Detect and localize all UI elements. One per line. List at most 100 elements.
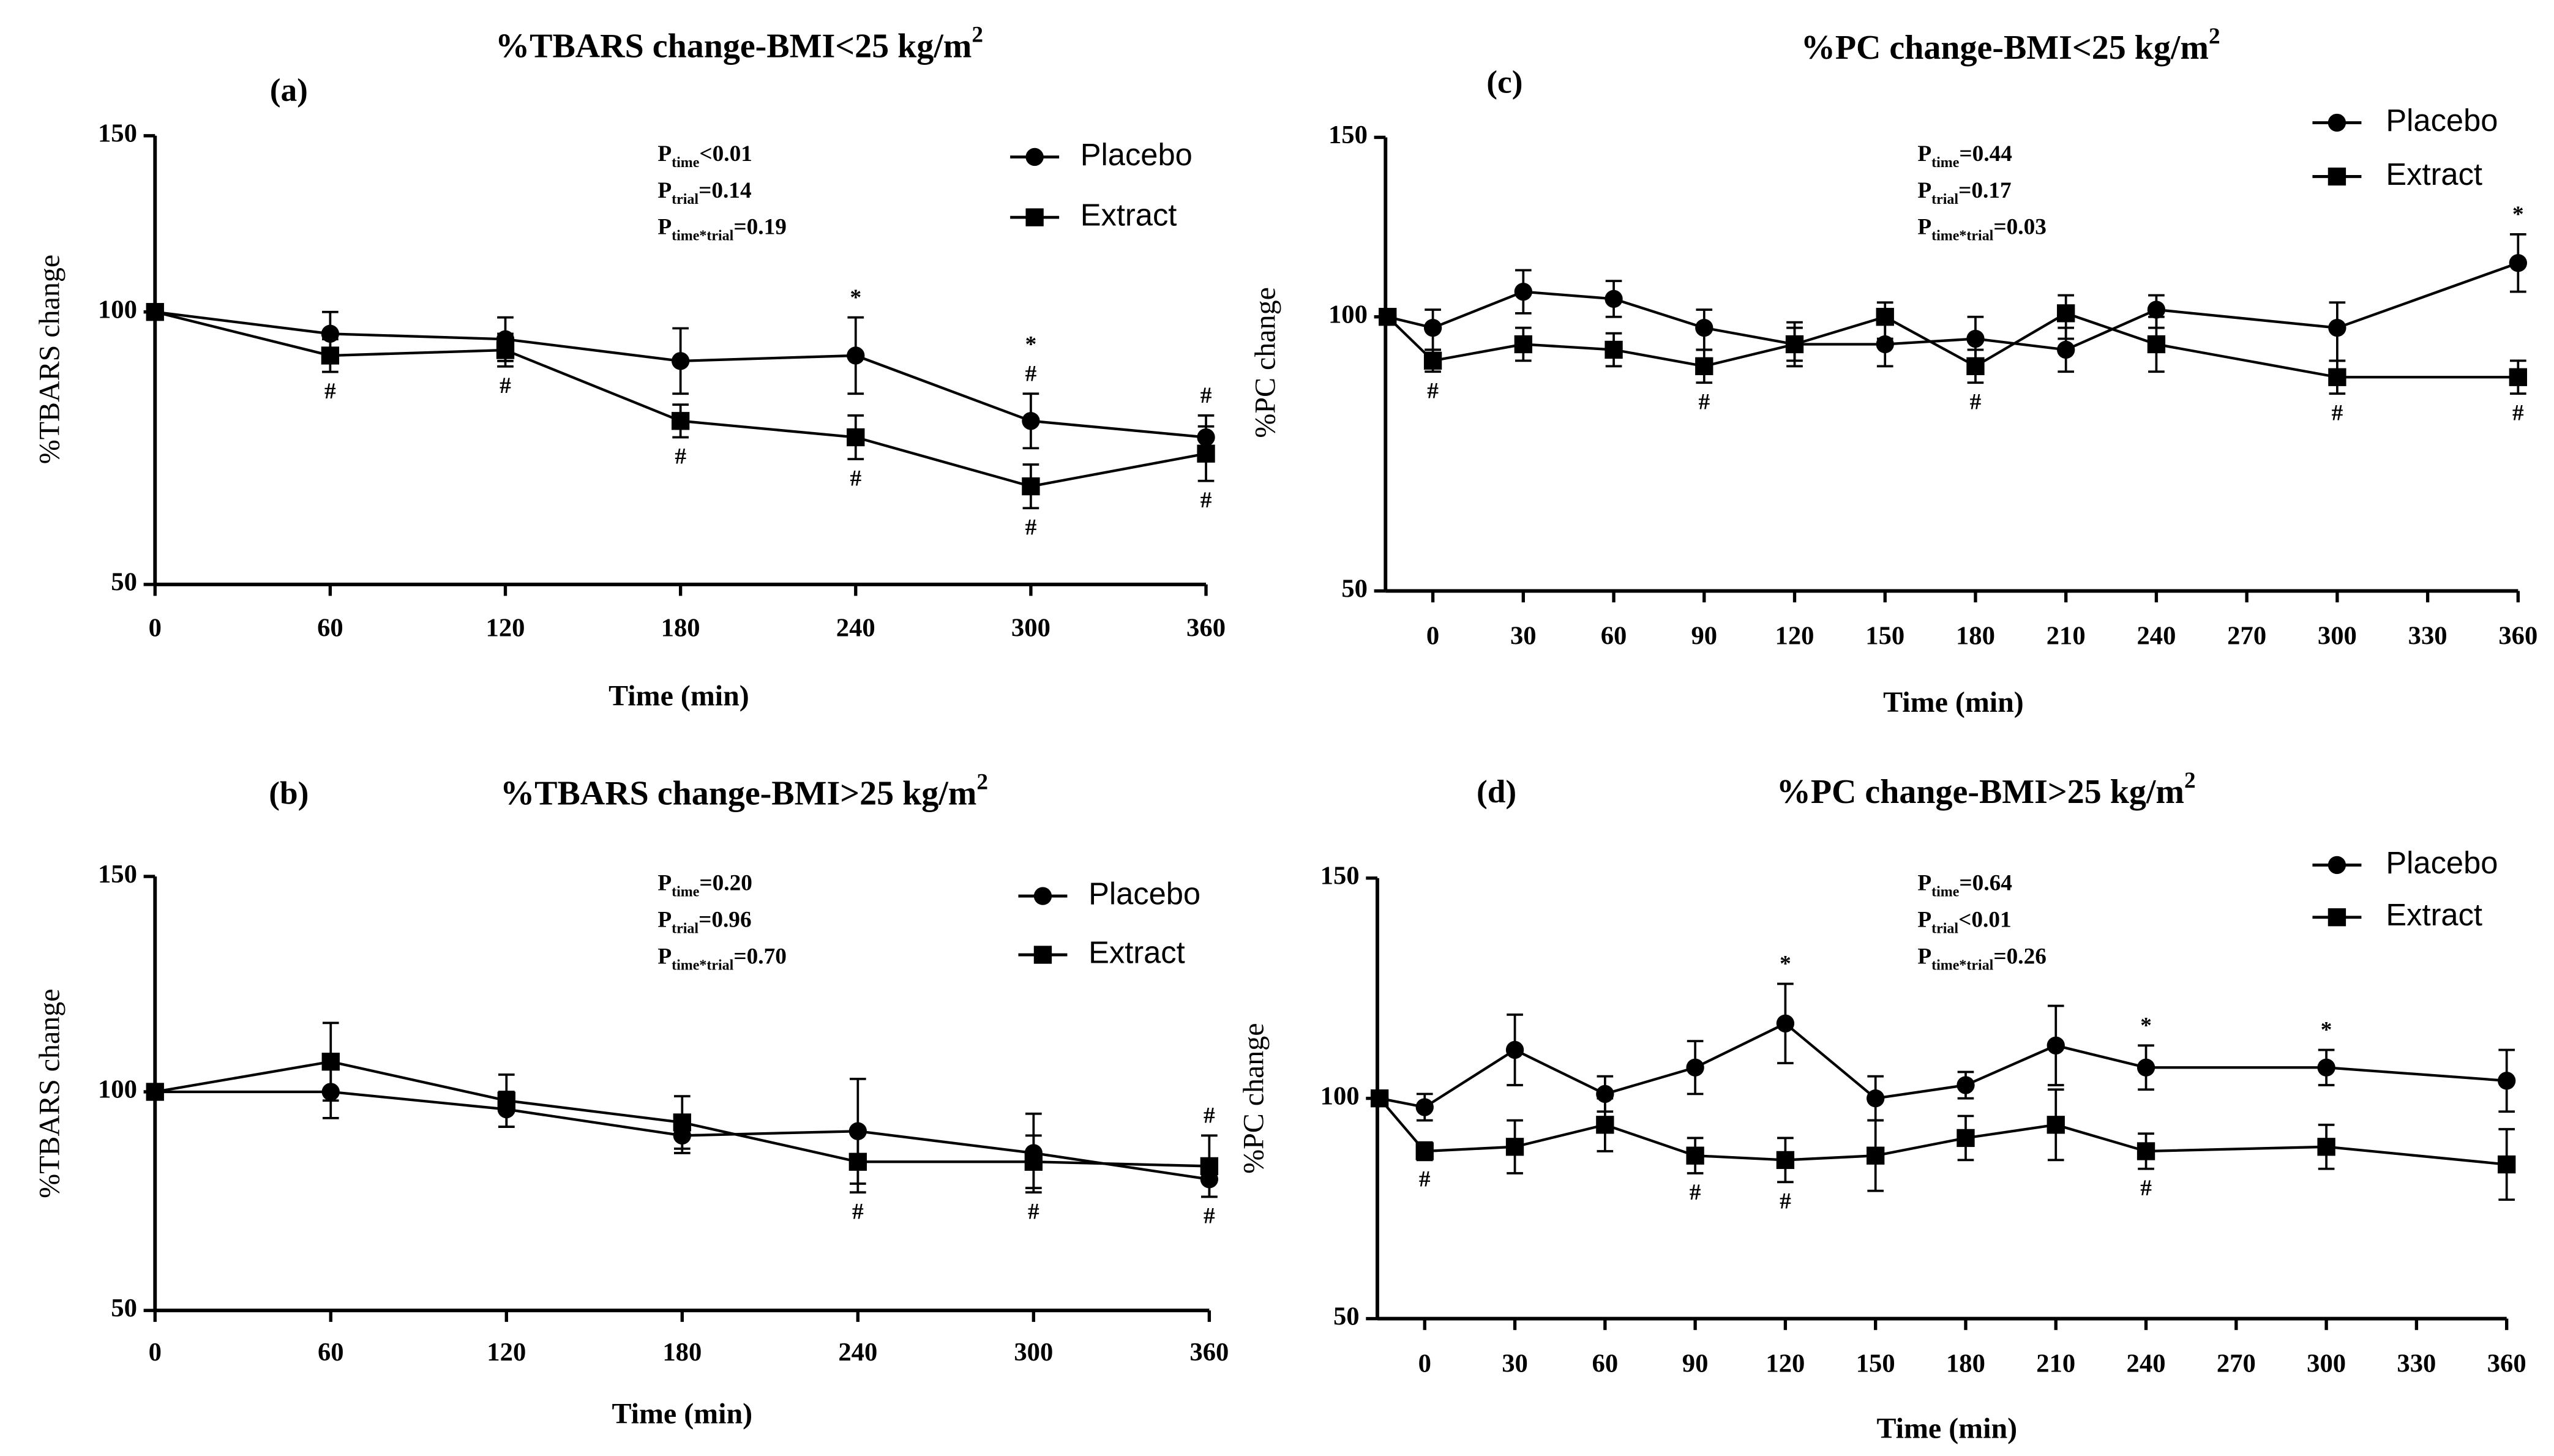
x-axis-label: Time (min) [1883, 686, 2024, 719]
significance-hash: # [1025, 362, 1037, 387]
extract-series [1370, 1088, 2516, 1201]
legend-label: Extract [2386, 897, 2482, 932]
extract-series [146, 1021, 1219, 1198]
x-tick-label: 90 [1691, 622, 1717, 651]
placebo-point [847, 346, 865, 365]
x-tick-label: 360 [2498, 622, 2537, 651]
chart-title-text: %PC change-BMI>25 kg/m [1777, 773, 2184, 811]
x-tick-label: 60 [317, 613, 343, 642]
extract-point [146, 1083, 164, 1101]
chart-title-superscript: 2 [2209, 24, 2220, 49]
stat-subscript: time*trial [1931, 957, 1994, 973]
x-axis-label: Time (min) [612, 1397, 753, 1430]
legend-placebo: Placebo [1010, 137, 1193, 172]
stat-value: <0.01 [1958, 907, 2012, 932]
stat-symbol: P [657, 870, 672, 895]
placebo-point [1514, 282, 1532, 301]
x-tick-label: 120 [486, 613, 525, 642]
x-axis-label: Time (min) [609, 680, 749, 712]
stat-line: Ptime*trial=0.19 [657, 214, 787, 244]
extract-point [1514, 335, 1532, 354]
legend-square-icon [1025, 208, 1044, 226]
extract-point [1370, 1089, 1389, 1108]
placebo-point [1605, 289, 1623, 308]
y-tick-label: 100 [98, 295, 137, 324]
significance-hash: # [1419, 1167, 1431, 1192]
y-tick-label: 50 [111, 568, 137, 597]
extract-point [496, 341, 515, 359]
legend-circle-icon [1033, 887, 1052, 905]
x-tick-label: 270 [2227, 622, 2266, 651]
extract-point [1022, 477, 1040, 496]
extract-point [2057, 304, 2075, 323]
stat-symbol: P [1917, 177, 1931, 203]
stat-value: <0.01 [699, 141, 752, 166]
stat-value: =0.03 [1993, 214, 2047, 239]
stat-subscript: time*trial [672, 957, 734, 973]
stat-value: =0.70 [733, 944, 787, 969]
extract-point [1200, 1157, 1219, 1176]
extract-point [2147, 335, 2166, 354]
extract-point [321, 346, 340, 365]
x-tick-label: 90 [1682, 1350, 1709, 1378]
stat-line: Ptime=0.64 [1917, 870, 2012, 900]
placebo-line [1387, 261, 2519, 351]
x-tick-label: 360 [2487, 1350, 2526, 1378]
extract-series [1379, 294, 2528, 395]
x-tick-label: 240 [2127, 1350, 2166, 1378]
x-tick-label: 270 [2217, 1350, 2256, 1378]
stat-line: Ptrial=0.14 [657, 177, 751, 207]
extract-point [1415, 1142, 1434, 1160]
stat-value: =0.20 [699, 870, 752, 895]
significance-hash: # [1200, 488, 1212, 513]
significance-hash: # [675, 444, 686, 469]
chart-panel-d: %PC change-BMI>25 kg/m2 (d) 50 100 150 0 30 60 9… [1238, 768, 2526, 1445]
extract-point [2047, 1116, 2065, 1134]
placebo-point [1695, 318, 1713, 337]
x-tick-label: 0 [149, 613, 162, 642]
chart-panel-c: %PC change-BMI<25 kg/m2 (c) 50 100 150 0 30 60 9… [1249, 24, 2537, 719]
x-tick-label: 30 [1502, 1350, 1528, 1378]
stat-symbol: P [657, 907, 672, 932]
significance-hash: # [1970, 389, 1982, 414]
stat-symbol: P [657, 141, 672, 166]
y-tick-label: 150 [1328, 121, 1368, 149]
chart-title-text: %PC change-BMI<25 kg/m [1801, 29, 2209, 67]
stat-line: Ptrial<0.01 [1917, 907, 2011, 936]
significance-hash: # [1204, 1204, 1215, 1229]
x-tick-label: 180 [662, 1338, 702, 1367]
y-tick-label: 100 [1320, 1081, 1360, 1110]
stat-subscript: time [672, 884, 700, 900]
legend-label: Extract [1080, 197, 1177, 232]
x-tick-label: 0 [1426, 622, 1439, 651]
placebo-point [1505, 1040, 1524, 1059]
x-tick-label: 180 [1946, 1350, 1985, 1378]
x-tick-label: 60 [318, 1338, 344, 1367]
y-tick-label: 150 [98, 119, 137, 148]
extract-point [1197, 444, 1215, 463]
legend-extract: Extract [2312, 897, 2482, 932]
stat-line: Ptime*trial=0.70 [657, 944, 787, 973]
stat-value: =0.64 [1959, 870, 2012, 895]
stat-value: =0.14 [698, 177, 752, 203]
extract-line [1387, 312, 2518, 379]
extract-point [1966, 357, 1985, 375]
placebo-point [1022, 412, 1040, 430]
x-tick-label: 120 [487, 1338, 526, 1367]
extract-point [2509, 368, 2528, 386]
extract-point [1876, 308, 1894, 326]
stat-subscript: time*trial [1931, 228, 1994, 244]
significance-hash: # [1200, 383, 1212, 408]
extract-point [673, 1113, 691, 1132]
extract-point [2317, 1138, 2335, 1156]
y-tick-label: 50 [1341, 574, 1368, 603]
chart-title-superscript: 2 [2184, 768, 2196, 793]
x-tick-label: 240 [838, 1338, 877, 1367]
extract-point [847, 428, 865, 447]
significance-hash: # [2512, 400, 2524, 425]
x-tick-label: 120 [1766, 1350, 1805, 1378]
placebo-point [1776, 1014, 1795, 1032]
stat-line: Ptrial=0.17 [1917, 177, 2011, 207]
y-axis-label: %PC change [1249, 287, 1281, 438]
extract-point [2498, 1155, 2516, 1174]
